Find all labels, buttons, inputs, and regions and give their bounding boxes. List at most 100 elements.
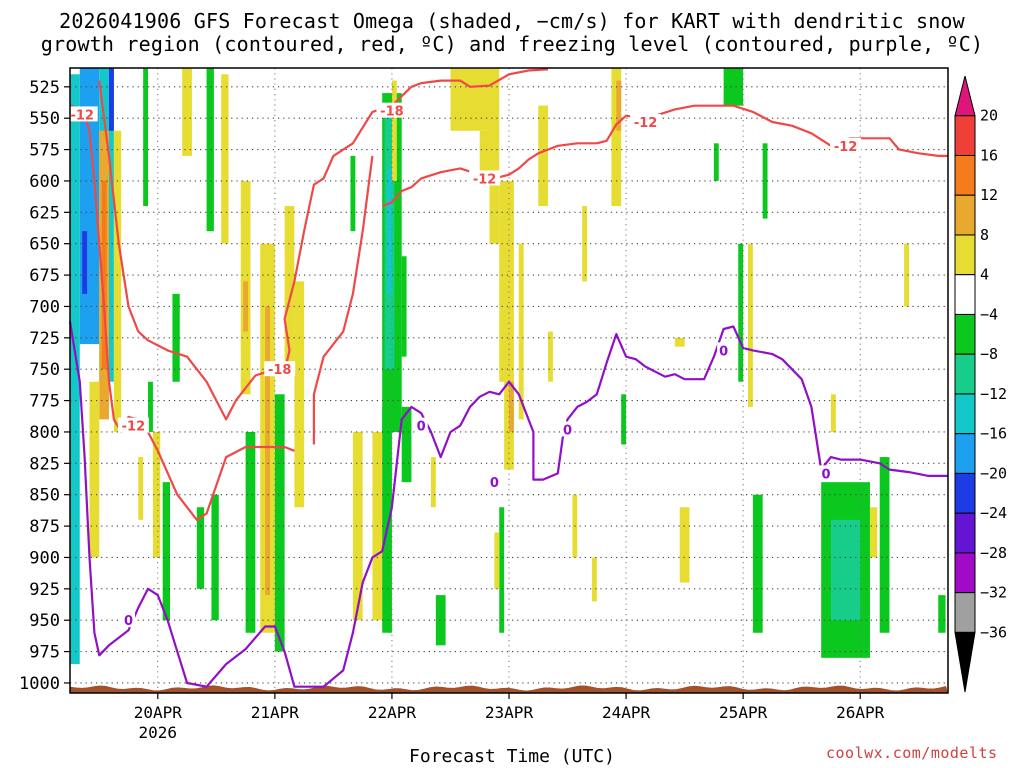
colorbar-bin-0 (954, 75, 976, 117)
omega-cell-55 (616, 80, 622, 131)
contour-label-4-5: 0 (822, 467, 831, 482)
y-tick-label-950: 950 (29, 611, 60, 631)
omega-cell-40 (450, 68, 490, 131)
colorbar: 20 16 12 8 4 −4 −8 −12 −16 −20 −24 −28 −32 −36 (954, 75, 1007, 693)
contour-label-bg-4-0 (122, 612, 136, 628)
omega-cell-64 (752, 494, 763, 633)
contour-label-0-0: -12 (70, 108, 94, 123)
omega-cell-61 (738, 243, 744, 382)
omega-cell-71 (938, 595, 946, 633)
x-tick-label-2: 22APR (368, 703, 417, 722)
x-tick-label-1: 21APR (251, 703, 300, 722)
omega-shading-layer (70, 68, 946, 665)
contour-label-layer: -12 -12 -12 -12 -12 -18 -18 0 0 0 0 0 0 (66, 102, 862, 629)
contour-label-bg-4-2 (487, 474, 501, 490)
omega-cell-54 (611, 68, 622, 207)
colorbar-bin-9 (954, 433, 976, 474)
omega-cell-16 (196, 507, 205, 589)
y-tick-label-825: 825 (29, 454, 60, 474)
contour-label-bg-1-0 (469, 170, 501, 186)
omega-cell-12 (152, 431, 161, 558)
omega-cell-68 (869, 507, 878, 558)
y-tick-label-675: 675 (29, 266, 60, 286)
colorbar-label-2: 12 (980, 186, 998, 204)
x-axis-label: Forecast Time (UTC) (409, 746, 615, 767)
y-tick-label-700: 700 (29, 297, 60, 317)
contour-label-1-1: -12 (634, 116, 658, 131)
omega-cell-13 (162, 482, 170, 621)
omega-cell-48 (494, 532, 500, 589)
omega-cell-29 (352, 431, 363, 621)
y-tick-label-775: 775 (29, 392, 60, 412)
omega-cell-60 (713, 143, 719, 181)
omega-cell-39 (435, 595, 446, 646)
y-tick-label-650: 650 (29, 235, 60, 255)
y-tick-label-600: 600 (29, 172, 60, 192)
contour-label-bg-4-1 (414, 417, 428, 433)
contour-label-bg-1-2 (830, 137, 862, 153)
contour-label-4-3: 0 (563, 423, 572, 438)
omega-cell-67 (830, 519, 861, 621)
y-tick-label-875: 875 (29, 517, 60, 537)
omega-cell-38 (430, 457, 436, 508)
omega-cell-6 (101, 180, 107, 370)
omega-cell-58 (679, 507, 690, 583)
omega-cell-42 (489, 68, 500, 244)
omega-cell-15 (182, 68, 192, 156)
x-tick-label-3: 23APR (485, 703, 534, 722)
contour-freezing-level-0 (68, 321, 948, 688)
omega-cell-28 (350, 155, 356, 232)
omega-cell-18 (211, 494, 219, 621)
omega-cell-37 (401, 406, 412, 483)
omega-cell-70 (904, 243, 909, 307)
omega-cell-43 (499, 180, 507, 382)
omega-cell-34 (387, 168, 392, 294)
colorbar-label-9: −20 (980, 464, 1007, 482)
colorbar-label-6: −8 (980, 345, 998, 363)
contour-label-bg-2-1 (376, 102, 408, 118)
colorbar-bin-5 (954, 274, 976, 315)
y-tick-label-925: 925 (29, 580, 60, 600)
contour-label-0-1: -12 (122, 420, 146, 435)
y-tick-label-625: 625 (29, 203, 60, 223)
y-tick-label-525: 525 (29, 78, 60, 98)
omega-cell-36 (401, 256, 407, 357)
y-tick-label-725: 725 (29, 329, 60, 349)
contour-label-bg-0-1 (117, 417, 149, 433)
contour-label-bg-4-4 (717, 342, 731, 358)
colorbar-label-8: −16 (980, 425, 1007, 443)
omega-cell-65 (830, 394, 836, 432)
y-axis: 525 550 575 600 625 650 675 700 725 750 775 800 825 8… (19, 78, 70, 694)
grid-layer (70, 68, 948, 693)
colorbar-label-12: −32 (980, 584, 1007, 602)
colorbar-bin-1 (954, 115, 976, 156)
omega-cell-27 (294, 281, 305, 508)
y-tick-label-975: 975 (29, 643, 60, 663)
colorbar-label-7: −12 (980, 385, 1007, 403)
colorbar-label-11: −28 (980, 544, 1007, 562)
contour-label-4-2: 0 (490, 476, 499, 491)
omega-cell-53 (591, 557, 597, 602)
contour-label-bg-2-0 (264, 361, 296, 377)
y-tick-label-575: 575 (29, 141, 60, 161)
omega-cell-24 (265, 306, 270, 596)
contour-label-4-4: 0 (719, 344, 728, 359)
x-tick-sublabel-0: 2026 (139, 723, 178, 742)
contour-label-bg-4-3 (561, 421, 575, 437)
omega-cell-69 (879, 457, 890, 633)
credit-link[interactable]: coolwx.com/modelts (826, 744, 998, 762)
omega-cell-41 (479, 130, 490, 181)
colorbar-bin-11 (954, 512, 976, 554)
omega-cell-31 (382, 406, 392, 633)
omega-cell-22 (245, 431, 256, 633)
colorbar-label-13: −36 (980, 623, 1007, 641)
colorbar-bin-6 (954, 313, 976, 355)
omega-cell-35 (391, 80, 397, 181)
contour-label-4-0: 0 (124, 614, 133, 629)
x-tick-label-0: 20APR (134, 703, 183, 722)
colorbar-bin-10 (954, 472, 976, 514)
omega-cell-25 (274, 394, 285, 652)
x-tick-label-5: 25APR (719, 703, 768, 722)
colorbar-bin-3 (954, 194, 976, 236)
y-tick-label-750: 750 (29, 360, 60, 380)
